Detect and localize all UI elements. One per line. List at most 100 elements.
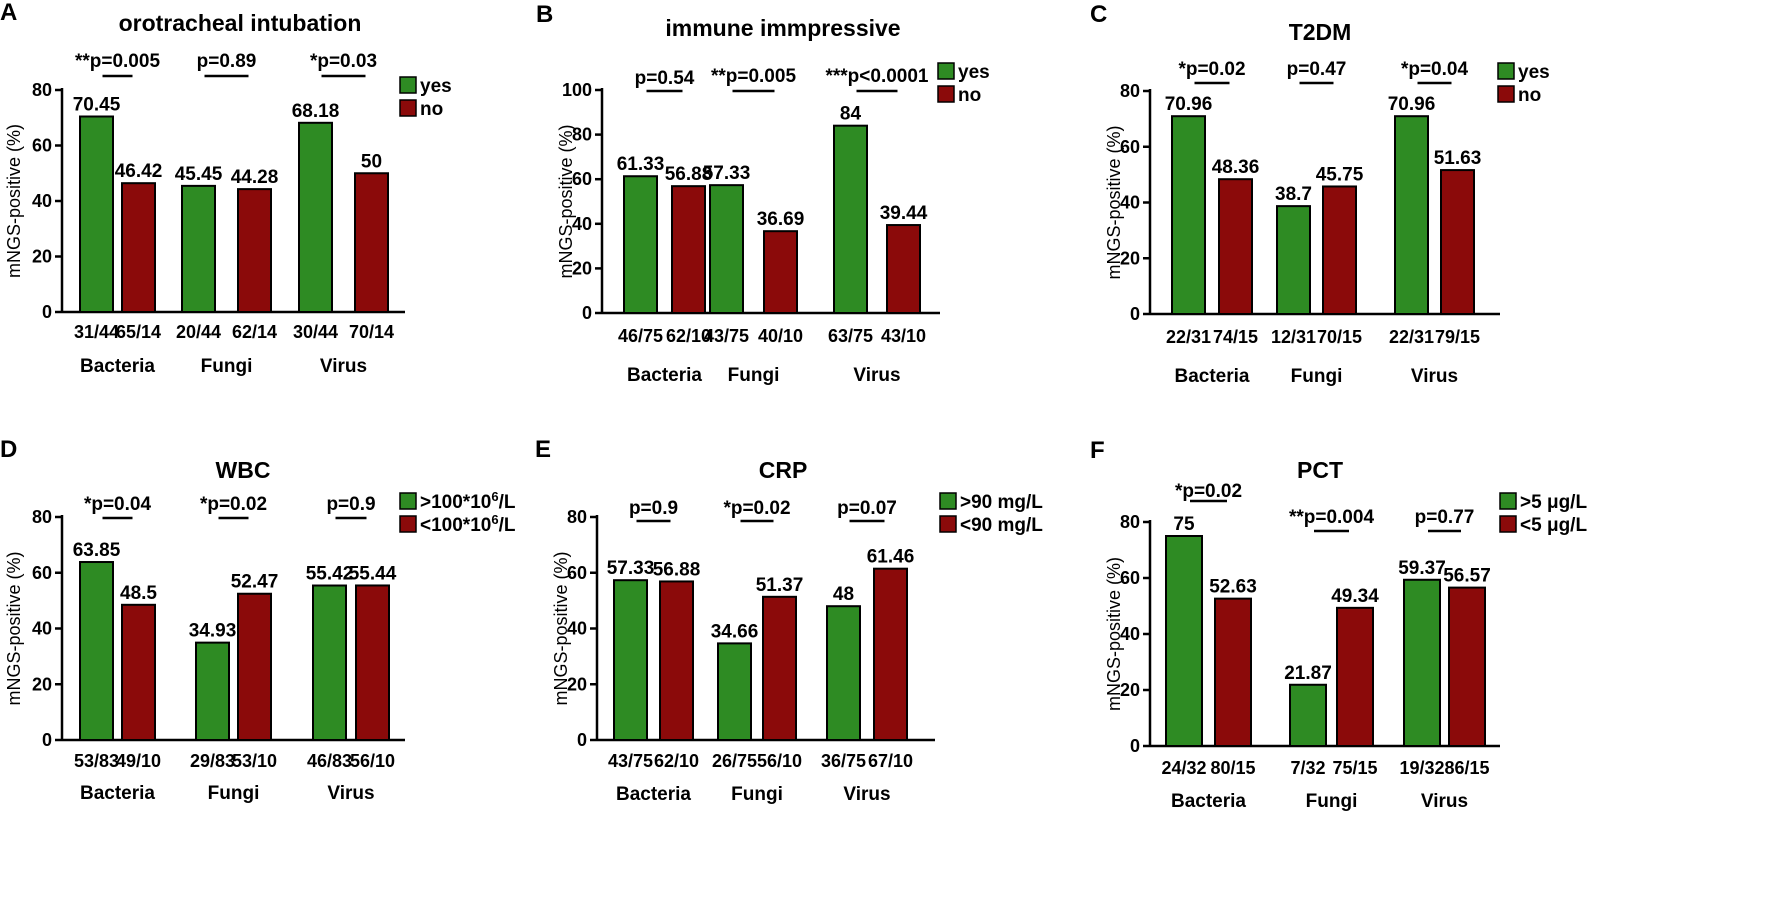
y-tick-label: 80 xyxy=(1120,512,1140,532)
p-value-label: *p=0.03 xyxy=(310,51,377,72)
bar-value-label: 51.63 xyxy=(1434,148,1482,169)
category-label: Fungi xyxy=(1306,791,1358,812)
bar-value-label: 49.34 xyxy=(1331,586,1379,607)
y-tick-label: 0 xyxy=(582,303,592,323)
bar xyxy=(717,642,752,741)
legend-label-text: yes xyxy=(958,62,990,83)
chart-panel-c: C T2DM 0 20 40 60 80 mNGS-positive (%) 70.96 22/3… xyxy=(1090,1,1550,387)
bar xyxy=(826,605,861,742)
y-tick-label: 60 xyxy=(32,136,52,156)
y-tick-label: 80 xyxy=(572,125,592,145)
legend-label-text: >5 μg/L xyxy=(1520,492,1587,513)
bar-value-label: 57.33 xyxy=(607,558,655,579)
category-label: Fungi xyxy=(731,784,783,805)
p-value-label: p=0.47 xyxy=(1287,59,1347,80)
count-label: 20/44 xyxy=(176,322,221,342)
count-label: 24/32 xyxy=(1161,758,1206,778)
count-label: 67/10 xyxy=(868,751,913,771)
bar xyxy=(1440,169,1475,315)
legend-label: >100*106/L xyxy=(420,489,516,513)
count-label: 79/15 xyxy=(1435,327,1480,347)
category-label: Bacteria xyxy=(80,356,155,377)
category-label: Virus xyxy=(320,356,367,377)
p-value-label: p=0.54 xyxy=(635,68,695,89)
bar xyxy=(709,184,744,314)
y-tick-label: 0 xyxy=(1130,304,1140,324)
chart-title: orotracheal intubation xyxy=(119,10,362,36)
bar-value-label: 52.63 xyxy=(1209,577,1257,598)
bar xyxy=(1403,578,1441,747)
bar-value-label: 59.37 xyxy=(1398,558,1446,579)
y-tick-label: 80 xyxy=(567,507,587,527)
bar-value-label: 44.28 xyxy=(231,167,279,188)
y-tick-label: 0 xyxy=(1130,736,1140,756)
legend-label-text: <5 μg/L xyxy=(1520,515,1587,536)
y-axis-label: mNGS-positive (%) xyxy=(556,124,576,278)
y-tick-label: 40 xyxy=(567,619,587,639)
y-tick-label: 60 xyxy=(572,169,592,189)
count-label: 63/75 xyxy=(828,326,873,346)
count-label: 43/75 xyxy=(704,326,749,346)
bar xyxy=(354,172,389,313)
count-label: 40/10 xyxy=(758,326,803,346)
chart-title: immune immpressive xyxy=(665,15,900,41)
p-value-label: **p=0.005 xyxy=(711,66,796,87)
legend-label-text: yes xyxy=(1518,62,1550,83)
legend-swatch xyxy=(399,76,417,94)
category-label: Bacteria xyxy=(1175,366,1250,387)
bar-value-label: 70.96 xyxy=(1165,94,1213,115)
bar-value-label: 46.42 xyxy=(115,161,163,182)
chart-panel-d: D WBC 0 20 40 60 80 mNGS-positive (%) 63.85 53/83… xyxy=(0,436,516,804)
bar xyxy=(671,185,706,314)
bar-value-label: 39.44 xyxy=(880,203,928,224)
legend-swatch xyxy=(399,99,417,117)
category-label: Virus xyxy=(327,783,374,804)
y-tick-label: 40 xyxy=(1120,624,1140,644)
bar-value-label: 55.42 xyxy=(306,564,354,585)
legend-label-suffix: /L xyxy=(499,515,516,536)
bar xyxy=(121,603,156,742)
bar xyxy=(237,188,272,313)
y-tick-label: 60 xyxy=(32,563,52,583)
count-label: 70/14 xyxy=(349,322,394,342)
bar-value-label: 55.44 xyxy=(349,563,397,584)
legend-label-text: <90 mg/L xyxy=(960,515,1043,536)
bar-value-label: 70.96 xyxy=(1388,94,1436,115)
p-value-label: *p=0.04 xyxy=(1401,59,1469,80)
category-label: Bacteria xyxy=(80,783,155,804)
bar xyxy=(237,592,272,741)
legend-label: yes xyxy=(958,62,990,83)
y-axis-label: mNGS-positive (%) xyxy=(4,124,24,278)
chart-title: T2DM xyxy=(1289,19,1352,45)
legend-label: >90 mg/L xyxy=(960,492,1043,513)
category-label: Bacteria xyxy=(1171,791,1246,812)
bar-value-label: 61.33 xyxy=(617,154,665,175)
y-tick-label: 20 xyxy=(567,674,587,694)
bar xyxy=(1322,185,1357,315)
bar xyxy=(1214,597,1252,747)
legend-label-text: no xyxy=(420,99,443,120)
chart-panel-f: F PCT 0 20 40 60 80 mNGS-positive (%) 75 24/32 52.… xyxy=(1090,437,1587,812)
legend-label-text: >100*10 xyxy=(420,492,491,513)
count-label: 43/75 xyxy=(608,751,653,771)
bar xyxy=(355,584,390,741)
category-label: Fungi xyxy=(208,783,260,804)
bar xyxy=(195,641,230,742)
bar-value-label: 48 xyxy=(833,584,854,605)
count-label: 56/10 xyxy=(350,751,395,771)
legend-label: no xyxy=(1518,85,1541,106)
legend-swatch xyxy=(937,62,955,80)
y-tick-label: 60 xyxy=(1120,137,1140,157)
y-axis-label: mNGS-positive (%) xyxy=(1104,125,1124,279)
panel-letter: F xyxy=(1090,437,1105,464)
count-label: 46/83 xyxy=(307,751,352,771)
y-tick-label: 0 xyxy=(42,302,52,322)
category-label: Bacteria xyxy=(616,784,691,805)
y-tick-label: 20 xyxy=(1120,680,1140,700)
count-label: 74/15 xyxy=(1213,327,1258,347)
y-tick-label: 80 xyxy=(32,507,52,527)
bar xyxy=(833,124,868,315)
legend-label: yes xyxy=(1518,62,1550,83)
